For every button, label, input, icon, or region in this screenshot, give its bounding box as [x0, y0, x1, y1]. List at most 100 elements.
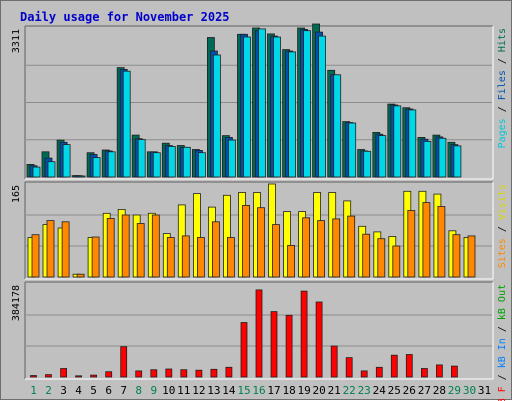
- x-tick-label-day-13: 13: [207, 384, 220, 397]
- bar-kb-f-day-8: [135, 370, 143, 378]
- x-tick-label-day-19: 19: [297, 384, 310, 397]
- x-tick-label-day-10: 10: [162, 384, 175, 397]
- x-tick-label-day-11: 11: [177, 384, 190, 397]
- bar-visits-day-14: [222, 194, 231, 278]
- bar-sites-day-30: [467, 235, 476, 278]
- x-tick-label-day-30: 30: [463, 384, 476, 397]
- bar-sites-day-1: [31, 234, 40, 278]
- bar-sites-day-19: [302, 217, 311, 278]
- bar-kb-f-day-28: [435, 364, 443, 378]
- bar-pages-day-6: [107, 151, 116, 178]
- legend-part: Visits: [497, 184, 508, 220]
- x-tick-label-day-28: 28: [433, 384, 446, 397]
- panel-kbf-kbin-kbout: 384178 kB F / kB In / kB Out: [11, 281, 508, 401]
- legend-part: /: [497, 368, 508, 386]
- bar-sites-day-16: [257, 207, 265, 278]
- bar-sites-day-4: [76, 273, 85, 278]
- bar-pages-day-9: [152, 152, 161, 178]
- bar-pages-day-4: [77, 175, 86, 178]
- x-tick-label-day-7: 7: [120, 384, 127, 397]
- bar-kb-f-day-16: [255, 289, 263, 378]
- x-tick-label-day-22: 22: [343, 384, 356, 397]
- bar-pages-day-11: [182, 146, 191, 178]
- bar-kb-f-day-6: [105, 371, 113, 378]
- x-tick-label-day-6: 6: [105, 384, 112, 397]
- bar-sites-day-18: [287, 244, 296, 278]
- bar-pages-day-1: [32, 166, 41, 178]
- x-tick-label-day-16: 16: [252, 384, 265, 397]
- bar-sites-day-9: [151, 214, 160, 278]
- panel-visits-sites: 165 Sites / Visits: [11, 181, 508, 280]
- x-tick-label-day-9: 9: [150, 384, 157, 397]
- bar-pages-day-15: [243, 36, 251, 178]
- bar-sites-day-25: [392, 245, 401, 278]
- legend-part: Files: [497, 70, 508, 100]
- bar-pages-day-18: [288, 51, 297, 178]
- bar-kb-f-day-25: [390, 354, 398, 378]
- y-max-label: 384178: [11, 285, 22, 321]
- bar-sites-day-2: [46, 220, 55, 278]
- legend-part: Sites: [497, 238, 508, 268]
- bar-sites-day-27: [422, 202, 431, 278]
- x-tick-label-day-3: 3: [60, 384, 67, 397]
- x-tick-label-day-21: 21: [328, 384, 341, 397]
- bar-pages-day-8: [137, 139, 146, 178]
- bar-pages-day-23: [363, 150, 372, 178]
- bar-kb-f-day-5: [90, 374, 97, 378]
- bar-kb-f-day-24: [375, 366, 383, 378]
- bar-kb-f-day-19: [300, 290, 308, 378]
- bar-kb-f-day-11: [180, 369, 188, 378]
- bar-sites-day-23: [362, 233, 371, 278]
- bar-sites-day-28: [437, 206, 446, 278]
- x-tick-label-day-2: 2: [45, 384, 52, 397]
- bar-sites-day-3: [61, 221, 70, 278]
- x-tick-label-day-26: 26: [403, 384, 416, 397]
- bar-kb-f-day-15: [240, 322, 248, 378]
- bar-sites-day-14: [226, 237, 235, 278]
- bar-pages-day-25: [393, 105, 402, 178]
- legend-part: /: [497, 220, 508, 238]
- x-tick-label-day-15: 15: [237, 384, 250, 397]
- bar-sites-day-17: [272, 224, 280, 278]
- panel-hits-files-pages: 3311 Pages / Files / Hits: [11, 23, 508, 180]
- legend-part: Pages: [497, 118, 508, 148]
- bar-pages-day-27: [423, 140, 432, 178]
- x-tick-label-day-24: 24: [373, 384, 387, 397]
- bar-kb-f-day-17: [270, 311, 278, 378]
- bar-pages-day-21: [333, 74, 342, 178]
- legend-part: /: [497, 52, 508, 70]
- legend-part: kB F: [497, 386, 508, 401]
- legend-part: /: [497, 320, 508, 338]
- bar-pages-day-26: [408, 109, 417, 178]
- bar-kb-f-day-7: [120, 346, 128, 378]
- bar-kb-f-day-18: [285, 314, 293, 378]
- bar-kb-f-day-21: [330, 345, 338, 378]
- bar-pages-day-22: [348, 122, 357, 178]
- bar-kb-f-day-10: [165, 368, 173, 378]
- bar-sites-day-6: [106, 217, 115, 278]
- bar-sites-day-11: [181, 235, 190, 278]
- bar-kb-f-day-13: [210, 368, 218, 378]
- bar-pages-day-5: [92, 157, 101, 178]
- bar-pages-day-19: [303, 30, 312, 178]
- bar-sites-day-13: [211, 221, 220, 278]
- bar-pages-day-24: [378, 135, 387, 178]
- legend-label: kB F / kB In / kB Out: [497, 284, 508, 401]
- x-tick-label-day-14: 14: [222, 384, 236, 397]
- y-max-label: 165: [11, 185, 22, 203]
- bar-sites-day-24: [377, 238, 386, 278]
- bar-pages-day-2: [47, 161, 56, 178]
- bar-kb-f-day-9: [150, 369, 158, 378]
- legend-part: kB In: [497, 338, 508, 368]
- legend-label: Pages / Files / Hits: [497, 28, 508, 148]
- bar-pages-day-17: [273, 36, 281, 178]
- bar-kb-f-day-12: [195, 369, 203, 378]
- bar-kb-f-day-27: [420, 368, 428, 378]
- bar-pages-day-12: [197, 152, 206, 178]
- bar-sites-day-8: [136, 223, 145, 278]
- bar-kb-f-day-4: [75, 375, 82, 378]
- bar-kb-f-day-2: [45, 374, 52, 378]
- bar-sites-day-7: [121, 214, 130, 278]
